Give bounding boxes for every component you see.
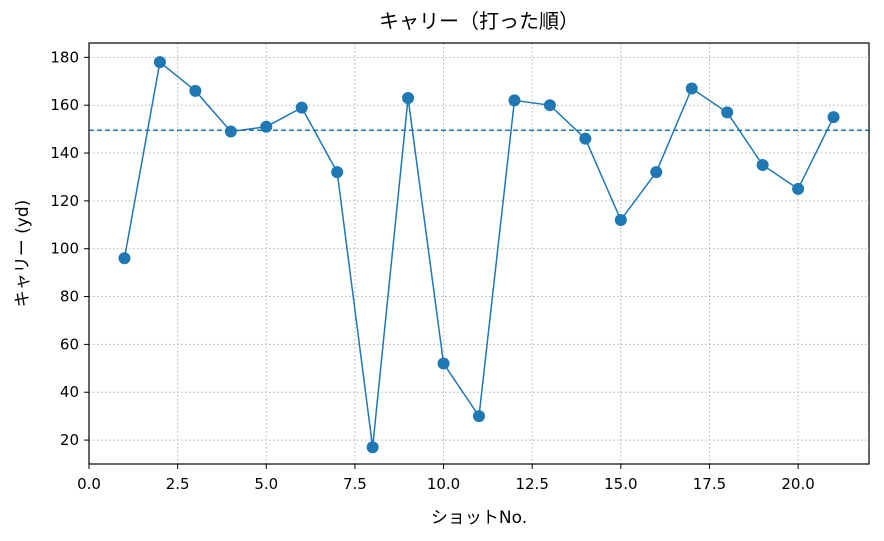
data-point — [224, 125, 237, 138]
x-tick-label: 17.5 — [693, 475, 726, 493]
y-tick-label: 120 — [50, 192, 79, 210]
data-point — [437, 357, 450, 370]
data-point — [402, 92, 415, 105]
x-tick-label: 12.5 — [515, 475, 548, 493]
x-axis: 0.0 2.5 5.0 7.5 10.0 12.5 15.0 17.5 20.0 — [77, 464, 815, 493]
y-tick-label: 100 — [50, 240, 79, 258]
data-point — [650, 166, 663, 179]
data-point — [756, 158, 769, 171]
y-tick-label: 60 — [60, 335, 79, 353]
data-point — [543, 99, 556, 112]
data-point — [579, 132, 592, 145]
x-tick-label: 20.0 — [781, 475, 814, 493]
data-point — [721, 106, 734, 119]
data-point — [260, 120, 273, 133]
x-tick-label: 10.0 — [427, 475, 460, 493]
y-tick-label: 180 — [50, 48, 79, 66]
y-tick-label: 40 — [60, 383, 79, 401]
y-tick-label: 140 — [50, 144, 79, 162]
data-point — [153, 56, 166, 69]
data-point — [792, 182, 805, 195]
data-point — [331, 166, 344, 179]
data-point — [685, 82, 698, 95]
series-line — [123, 60, 835, 448]
y-tick-label: 160 — [50, 96, 79, 114]
x-tick-label: 0.0 — [77, 475, 101, 493]
data-point — [827, 111, 840, 124]
data-point — [366, 441, 379, 454]
y-axis: 20 40 60 80 100 120 140 160 180 — [50, 48, 89, 449]
x-tick-label: 7.5 — [343, 475, 367, 493]
x-axis-label: ショットNo. — [431, 508, 527, 528]
data-point — [295, 101, 308, 114]
data-point — [189, 84, 202, 97]
grid-lines — [88, 43, 869, 464]
data-point — [473, 410, 485, 423]
y-tick-label: 20 — [60, 431, 79, 449]
x-tick-label: 15.0 — [604, 475, 637, 493]
plot-frame — [88, 42, 870, 465]
x-tick-label: 2.5 — [166, 475, 190, 493]
data-point — [508, 94, 521, 107]
y-tick-label: 80 — [60, 288, 79, 306]
data-point — [118, 252, 131, 265]
data-point — [614, 214, 627, 227]
chart-title: キャリー（打った順） — [379, 9, 579, 33]
y-axis-label: キャリー (yd) — [13, 200, 33, 308]
x-tick-label: 5.0 — [254, 475, 278, 493]
series-layer — [118, 56, 840, 454]
